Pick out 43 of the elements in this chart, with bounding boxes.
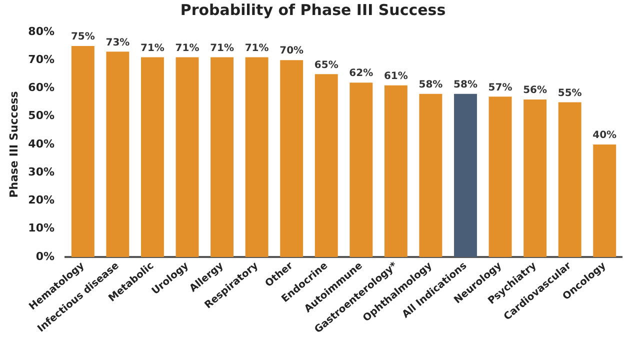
bar (141, 57, 164, 257)
bar (593, 144, 616, 257)
y-tick-label: 10% (28, 222, 55, 235)
y-axis-title: Phase III Success (7, 90, 20, 198)
chart-title: Probability of Phase III Success (180, 0, 446, 19)
data-label: 40% (592, 130, 617, 142)
data-label: 71% (140, 42, 164, 54)
y-tick-label: 70% (28, 52, 55, 66)
bar (350, 82, 373, 257)
data-label: 57% (488, 82, 512, 94)
y-tick-label: 60% (28, 81, 55, 94)
data-label: 71% (244, 42, 269, 54)
data-label: 71% (210, 42, 234, 54)
y-tick-label: 40% (28, 137, 55, 150)
data-label: 56% (523, 85, 548, 96)
bar (210, 57, 234, 257)
bar (384, 85, 408, 257)
data-label: 70% (280, 46, 304, 57)
data-label: 62% (349, 68, 374, 80)
y-tick-label: 20% (28, 194, 55, 207)
bar (558, 102, 582, 257)
y-tick-label: 50% (28, 109, 55, 122)
y-tick-label: 80% (28, 24, 55, 38)
bar (106, 52, 130, 257)
bar (454, 94, 477, 257)
data-label: 65% (314, 60, 338, 71)
bar (314, 74, 338, 257)
bar (419, 94, 442, 257)
data-label: 73% (106, 37, 130, 48)
y-tick-label: 0% (36, 250, 55, 263)
bar (245, 57, 268, 257)
data-label: 61% (384, 71, 408, 82)
bar (488, 96, 512, 257)
data-label: 58% (454, 79, 478, 90)
y-tick-label: 30% (28, 165, 55, 178)
bar (71, 46, 94, 257)
bar (280, 60, 304, 257)
bar (524, 99, 547, 257)
data-label: 71% (175, 42, 200, 54)
bar (176, 57, 199, 257)
data-label: 55% (558, 88, 582, 99)
data-label: 58% (418, 79, 443, 90)
data-label: 75% (70, 32, 95, 43)
